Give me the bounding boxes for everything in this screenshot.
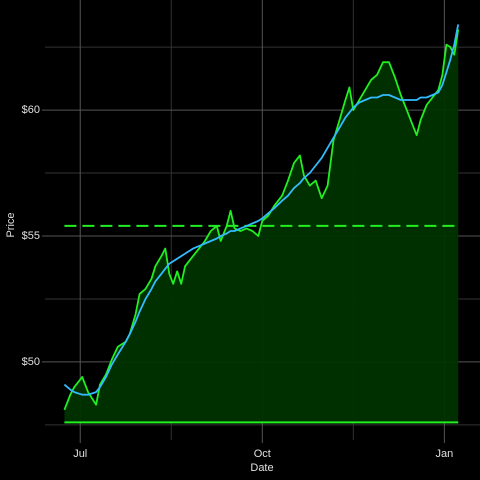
x-axis-label: Date: [250, 462, 273, 474]
y-tick-label: $60: [22, 104, 40, 116]
y-axis-label: Price: [5, 212, 17, 237]
x-tick-label: Jan: [436, 448, 454, 460]
y-tick-label: $55: [22, 230, 40, 242]
x-tick-label: Oct: [254, 448, 271, 460]
y-tick-label: $50: [22, 356, 40, 368]
line: [63, 24, 460, 396]
x-tick-label: Jul: [73, 448, 87, 460]
line: [63, 29, 460, 411]
